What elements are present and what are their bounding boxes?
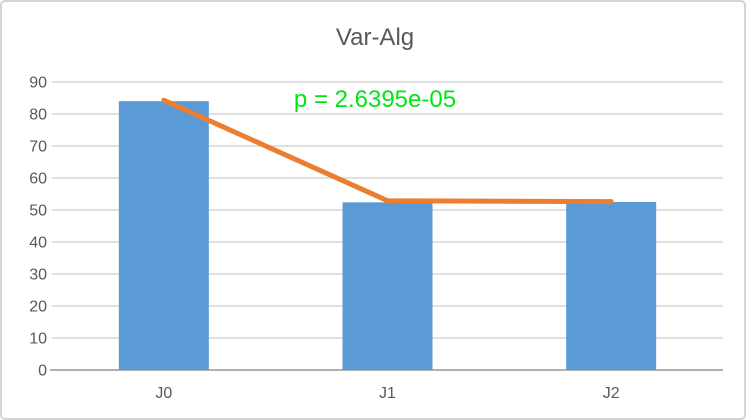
bar-J1: [342, 202, 433, 370]
trend-line: [161, 97, 614, 205]
p-value-annotation: p = 2.6395e-05: [293, 86, 457, 113]
y-tick-label-0: 0: [38, 363, 47, 380]
x-category-label-J2: J2: [603, 385, 620, 402]
y-tick-label-50: 50: [29, 203, 47, 220]
bar-J0: [118, 101, 209, 370]
chart-title: Var-Alg: [335, 24, 415, 51]
x-category-label-J1: J1: [379, 385, 396, 402]
y-tick-label-70: 70: [29, 139, 47, 156]
y-tick-label-90: 90: [29, 75, 47, 92]
y-tick-label-10: 10: [29, 331, 47, 348]
y-tick-label-60: 60: [29, 171, 47, 188]
y-tick-label-40: 40: [29, 235, 47, 252]
y-tick-label-30: 30: [29, 267, 47, 284]
x-category-label-J0: J0: [155, 385, 172, 402]
bar-J2: [566, 202, 657, 370]
y-tick-label-80: 80: [29, 107, 47, 124]
y-tick-label-20: 20: [29, 299, 47, 316]
